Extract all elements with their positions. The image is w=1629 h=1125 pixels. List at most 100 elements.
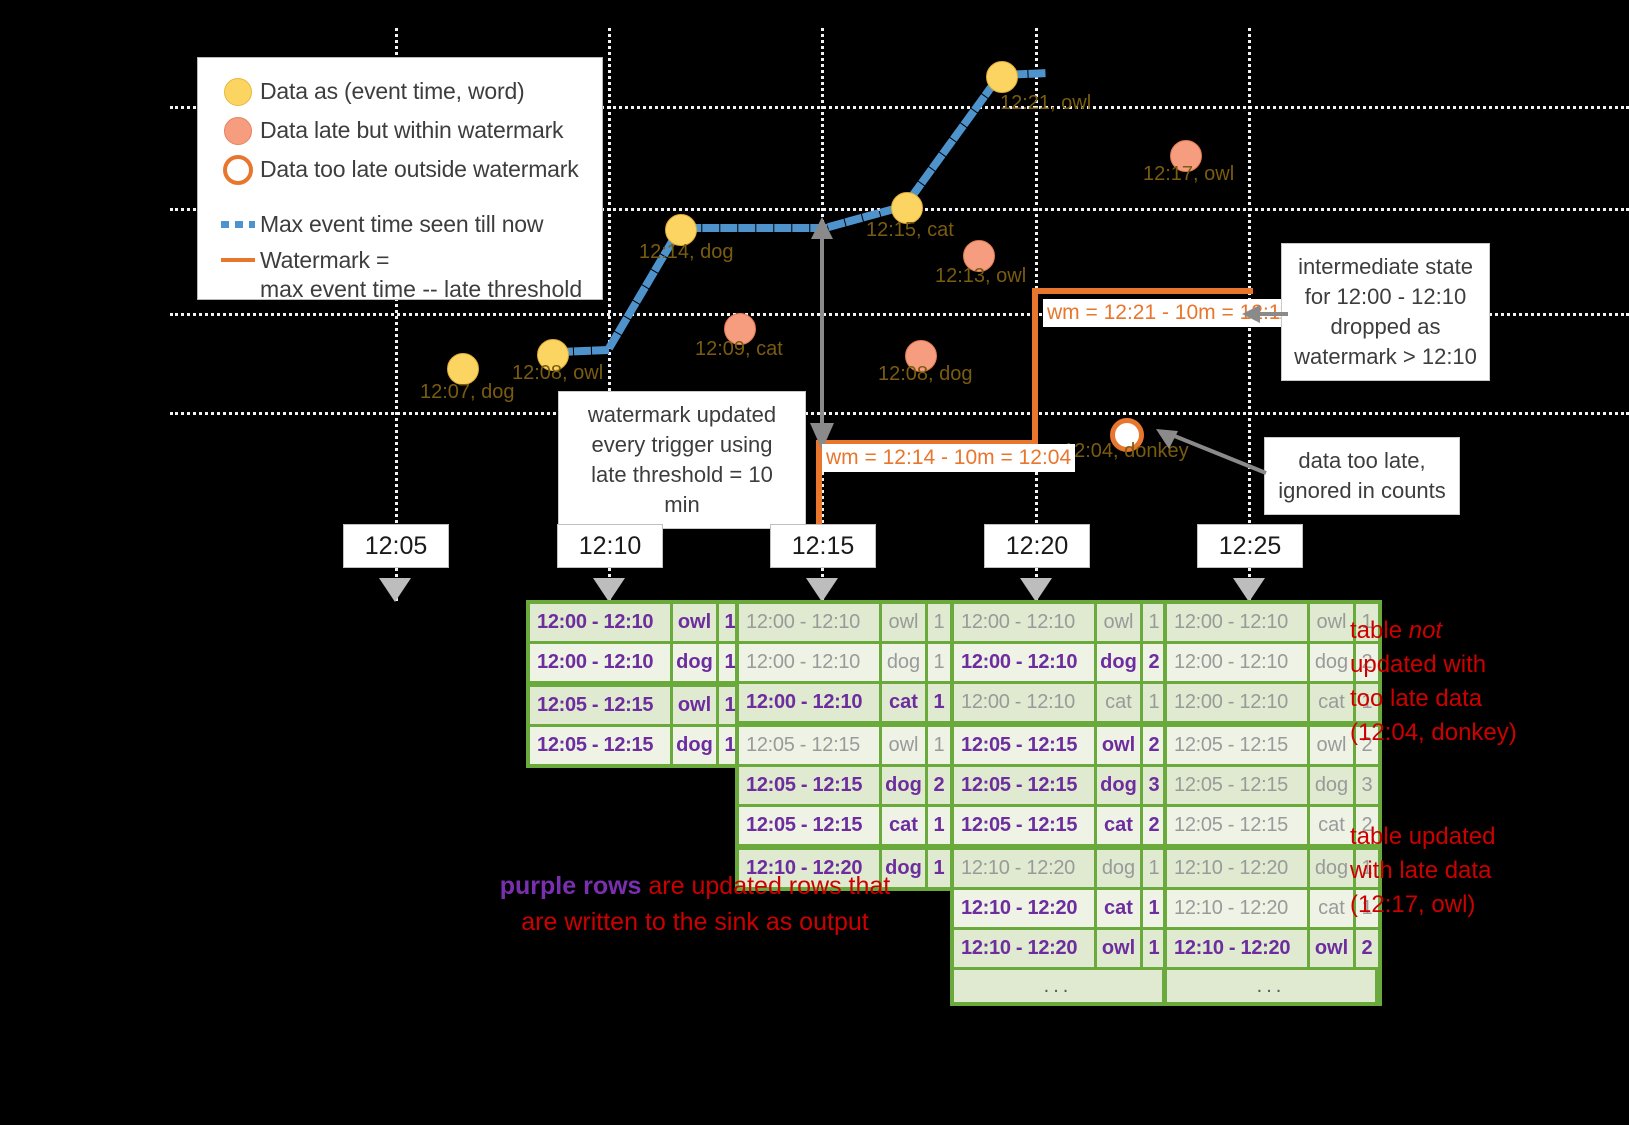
cell-word: cat (882, 807, 925, 844)
result-table-1220[interactable]: 12:00 - 12:10 owl 1 12:00 - 12:10 dog 2 12:00 … (950, 600, 1169, 1006)
data-point-label-1221-owl: 12:21, owl (1000, 92, 1092, 114)
cell-window: 12:05 - 12:15 (954, 727, 1094, 764)
cell-word: cat (1097, 890, 1140, 927)
cell-count: 1 (928, 684, 950, 721)
data-point-1214-dog[interactable] (665, 214, 697, 246)
data-point-1215-cat[interactable] (891, 192, 923, 224)
cell-word: dog (882, 644, 925, 681)
data-point-1221-owl[interactable] (986, 61, 1018, 93)
table-row: 12:00 - 12:10 dog 2 (1167, 644, 1378, 681)
cell-count: 3 (1356, 767, 1378, 804)
callout-watermark-update: watermark updated every trigger using la… (558, 391, 806, 529)
cell-window: 12:05 - 12:15 (739, 727, 879, 764)
cell-count: 2 (928, 767, 950, 804)
cell-word: dog (1310, 850, 1353, 887)
cell-count: 1 (1356, 604, 1378, 641)
cell-window: 12:00 - 12:10 (954, 604, 1094, 641)
data-point-label-1209-cat: 12:09, cat (695, 338, 783, 360)
cell-word: owl (1310, 930, 1353, 967)
cell-word: dog (882, 850, 925, 887)
data-point-1207-dog[interactable] (447, 353, 479, 385)
cell-count: 1 (1143, 684, 1165, 721)
table-row: 12:10 - 12:20 cat 1 (954, 890, 1165, 927)
result-table-1225[interactable]: 12:00 - 12:10 owl 1 12:00 - 12:10 dog 2 12:00 … (1163, 600, 1382, 1006)
cell-word: dog (1310, 644, 1353, 681)
cell-window: 12:00 - 12:10 (1167, 604, 1307, 641)
cell-count: 3 (1143, 767, 1165, 804)
table-row: 12:10 - 12:20 cat 1 (1167, 890, 1378, 927)
table-row: 12:10 - 12:20 dog 1 (1167, 850, 1378, 887)
cell-window: 12:05 - 12:15 (1167, 727, 1307, 764)
cell-window: 12:00 - 12:10 (739, 644, 879, 681)
trigger-arrow-1210 (593, 578, 625, 602)
blue-dashed-line-icon (216, 221, 260, 228)
cell-count: 2 (1356, 727, 1378, 764)
cell-count: 1 (1143, 890, 1165, 927)
data-point-1208-owl[interactable] (537, 339, 569, 371)
cell-count: 2 (1356, 644, 1378, 681)
trigger-arrow-1225 (1233, 578, 1265, 602)
cell-word: cat (1310, 684, 1353, 721)
legend-item-watermark: Watermark = (216, 244, 588, 276)
legend-label-watermark: Watermark = (260, 246, 390, 273)
note-purple-rows: purple rows are updated rows that are wr… (470, 868, 920, 940)
data-point-label-1204-donkey: 12:04, donkey (1063, 440, 1189, 462)
table-row: 12:05 - 12:15 dog 3 (1167, 767, 1378, 804)
cell-window: 12:10 - 12:20 (1167, 930, 1307, 967)
data-point-1213-owl[interactable] (963, 240, 995, 272)
data-point-1217-owl[interactable] (1170, 140, 1202, 172)
cell-window: 12:00 - 12:10 (739, 604, 879, 641)
cell-word: owl (1310, 727, 1353, 764)
data-point-1208-dog[interactable] (905, 340, 937, 372)
cell-word: dog (673, 727, 716, 764)
note-purple-rows-emphasis: purple rows (499, 872, 642, 900)
cell-count: 1 (928, 604, 950, 641)
cell-count: 2 (1143, 644, 1165, 681)
callout-too-late: data too late, ignored in counts (1264, 437, 1460, 515)
data-point-1204-donkey[interactable] (1110, 418, 1144, 452)
result-table-1215[interactable]: 12:00 - 12:10 owl 1 12:00 - 12:10 dog 1 12:00 … (735, 600, 954, 891)
tick-1215[interactable]: 12:15 (770, 524, 876, 568)
cell-window: 12:00 - 12:10 (739, 684, 879, 721)
cell-window: 12:00 - 12:10 (954, 684, 1094, 721)
cell-count: 2 (1356, 807, 1378, 844)
data-point-label-1207-dog: 12:07, dog (420, 381, 515, 403)
tick-1220[interactable]: 12:20 (984, 524, 1090, 568)
cell-count: 1 (1356, 684, 1378, 721)
table-row: 12:05 - 12:15 dog 2 (739, 767, 950, 804)
data-point-label-1208-owl: 12:08, owl (512, 362, 604, 384)
cell-word: owl (1097, 930, 1140, 967)
cell-ellipsis: ... (954, 970, 1162, 1002)
table-row: 12:00 - 12:10 owl 1 (1167, 604, 1378, 641)
orange-solid-line-icon (216, 258, 260, 262)
cell-word: cat (1310, 807, 1353, 844)
legend-item-too-late: Data too late outside watermark (216, 150, 588, 189)
data-point-1209-cat[interactable] (724, 313, 756, 345)
table-row: 12:05 - 12:15 owl 2 (1167, 727, 1378, 764)
table-row: 12:05 - 12:15 owl 2 (954, 727, 1165, 764)
trigger-arrow-1220 (1020, 578, 1052, 602)
cell-count: 1 (1143, 604, 1165, 641)
tick-1210[interactable]: 12:10 (557, 524, 663, 568)
cell-count: 2 (1143, 727, 1165, 764)
cell-word: owl (882, 604, 925, 641)
cell-window: 12:05 - 12:15 (954, 767, 1094, 804)
result-table-1210[interactable]: 12:00 - 12:10 owl 1 12:00 - 12:10 dog 1 12:05 … (526, 600, 745, 768)
gridline-v-1205 (395, 28, 398, 601)
note-not-updated-em: not (1408, 617, 1443, 644)
table-row: 12:00 - 12:10 dog 1 (530, 644, 741, 681)
cell-word: owl (673, 604, 716, 641)
tick-1205[interactable]: 12:05 (343, 524, 449, 568)
cell-window: 12:05 - 12:15 (1167, 807, 1307, 844)
table-row: 12:05 - 12:15 cat 2 (1167, 807, 1378, 844)
cell-word: owl (882, 727, 925, 764)
watermark-label-second: wm = 12:21 - 10m = 12:11 (1043, 299, 1295, 327)
tick-1225[interactable]: 12:25 (1197, 524, 1303, 568)
data-point-label-1213-owl: 12:13, owl (935, 265, 1027, 287)
cell-window: 12:05 - 12:15 (954, 807, 1094, 844)
cell-window: 12:00 - 12:10 (1167, 684, 1307, 721)
trigger-arrow-1215 (806, 578, 838, 602)
cell-window: 12:05 - 12:15 (1167, 767, 1307, 804)
salmon-dot-icon (216, 116, 260, 145)
too-late-arrow (1156, 429, 1267, 475)
